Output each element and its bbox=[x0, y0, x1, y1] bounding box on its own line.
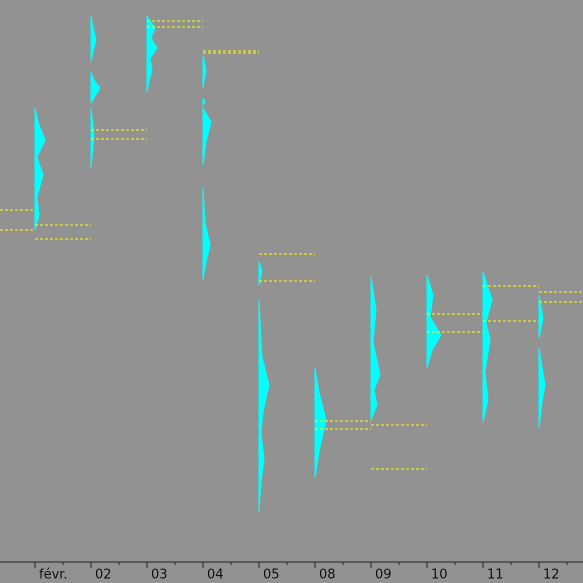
x-tick-label: févr. bbox=[39, 568, 68, 583]
volume-profile bbox=[482, 271, 493, 423]
x-tick-label: 04 bbox=[207, 568, 224, 583]
volume-profile bbox=[202, 97, 206, 107]
volume-profile bbox=[538, 347, 546, 429]
volume-profile bbox=[90, 15, 97, 63]
volume-profile bbox=[202, 54, 207, 89]
x-tick-label: 11 bbox=[487, 568, 504, 583]
x-tick-label: 05 bbox=[263, 568, 280, 583]
volume-profile bbox=[90, 71, 101, 105]
volume-profile bbox=[34, 107, 46, 231]
volume-profile bbox=[426, 274, 442, 369]
volume-profile bbox=[202, 187, 211, 281]
volume-profile bbox=[202, 106, 212, 166]
volume-profile bbox=[314, 367, 327, 479]
volume-profile bbox=[146, 14, 158, 93]
x-tick-label: 02 bbox=[95, 568, 112, 583]
volume-profile bbox=[258, 261, 263, 286]
x-tick-label: 08 bbox=[319, 568, 336, 583]
volume-profile bbox=[370, 276, 381, 421]
volume-profile bbox=[538, 294, 544, 339]
volume-profile bbox=[90, 107, 95, 169]
x-tick-label: 12 bbox=[543, 568, 560, 583]
x-tick-label: 09 bbox=[375, 568, 392, 583]
volume-profile bbox=[258, 299, 270, 513]
x-tick-label: 03 bbox=[151, 568, 168, 583]
x-tick-label: 10 bbox=[431, 568, 448, 583]
